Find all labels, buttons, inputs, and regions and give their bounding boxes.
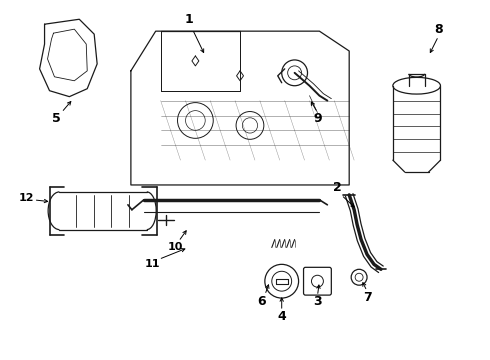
Text: 7: 7 xyxy=(363,291,371,303)
Text: 6: 6 xyxy=(258,294,266,307)
Text: 2: 2 xyxy=(333,181,342,194)
Text: 12: 12 xyxy=(19,193,34,203)
Text: 1: 1 xyxy=(184,13,193,26)
Text: 9: 9 xyxy=(313,112,322,125)
Text: 10: 10 xyxy=(168,243,183,252)
Text: 11: 11 xyxy=(145,259,160,269)
Text: 8: 8 xyxy=(434,23,443,36)
Text: 3: 3 xyxy=(313,294,322,307)
Text: 4: 4 xyxy=(277,310,286,323)
Text: 5: 5 xyxy=(52,112,61,125)
